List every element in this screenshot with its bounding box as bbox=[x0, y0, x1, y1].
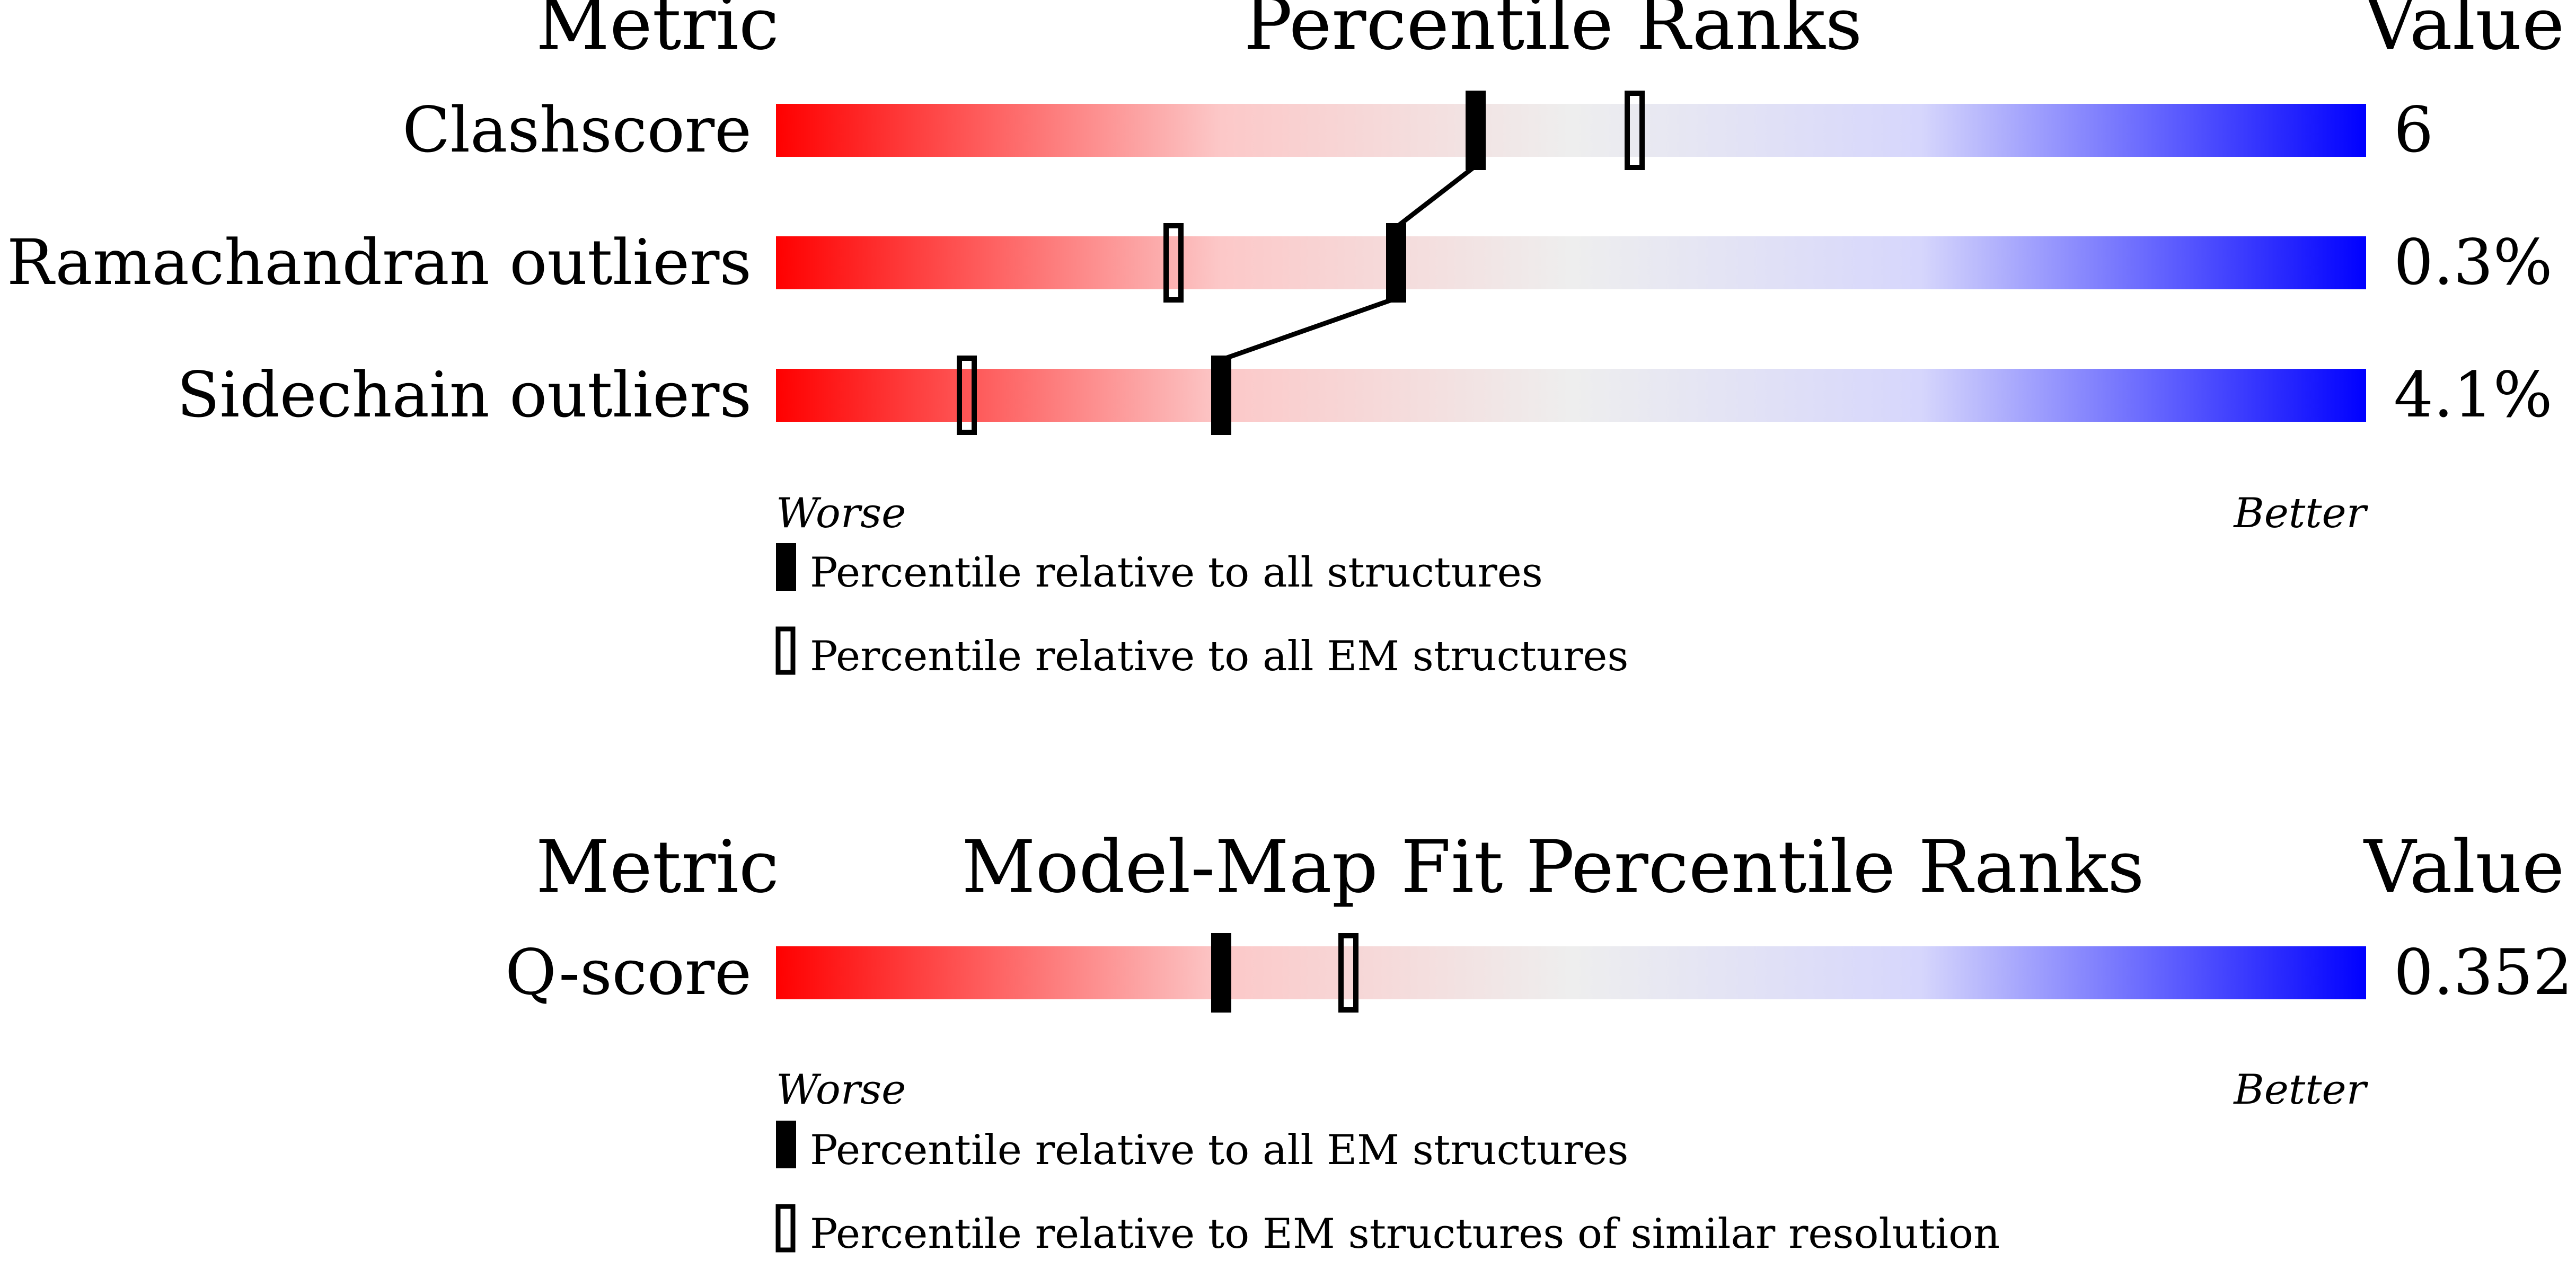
metric-row: Ramachandran outliers 0.3% bbox=[7, 223, 2553, 303]
open-percentile-marker bbox=[1338, 933, 1358, 1013]
panel-model-map-fit: Metric Model-Map Fit Percentile Ranks Valu… bbox=[505, 826, 2573, 1258]
legend-open-marker bbox=[775, 1204, 796, 1253]
panel-validation: Metric Percentile Ranks Value Clashscore 6 Ra… bbox=[7, 0, 2565, 680]
filled-percentile-marker bbox=[1211, 933, 1231, 1013]
metric-row: Q-score 0.352 bbox=[505, 933, 2573, 1013]
filled-percentile-marker bbox=[1386, 223, 1406, 303]
open-percentile-marker bbox=[1163, 223, 1184, 303]
header-metric: Metric bbox=[536, 826, 779, 909]
legend-item: Percentile relative to all EM structures bbox=[775, 626, 1628, 680]
percentile-bar bbox=[776, 369, 2366, 422]
better-label: Better bbox=[2233, 490, 2368, 537]
metric-label: Q-score bbox=[505, 936, 752, 1009]
connector-line bbox=[1220, 296, 1397, 362]
filled-percentile-marker bbox=[1466, 91, 1486, 170]
filled-percentile-marker bbox=[1211, 356, 1231, 435]
legend-label: Percentile relative to all EM structures bbox=[810, 1126, 1628, 1174]
header-value: Value bbox=[2363, 0, 2564, 66]
percentile-bar bbox=[776, 946, 2366, 999]
percentile-bar bbox=[776, 236, 2366, 289]
metric-label: Ramachandran outliers bbox=[7, 226, 752, 299]
legend-item: Percentile relative to all structures bbox=[776, 543, 1543, 597]
metric-value: 6 bbox=[2394, 93, 2433, 166]
open-percentile-marker bbox=[1625, 91, 1645, 170]
chart-panels: Metric Percentile Ranks Value Clashscore 6 Ra… bbox=[7, 0, 2573, 1258]
legend-label: Percentile relative to EM structures of … bbox=[810, 1210, 2000, 1258]
legend-label: Percentile relative to all EM structures bbox=[810, 633, 1628, 680]
legend-filled-marker bbox=[776, 1121, 796, 1168]
metric-label: Sidechain outliers bbox=[177, 358, 752, 431]
legend-item: Percentile relative to all EM structures bbox=[776, 1121, 1628, 1174]
percentile-bar bbox=[776, 104, 2366, 157]
metric-value: 0.352 bbox=[2394, 936, 2573, 1009]
header-title: Model-Map Fit Percentile Ranks bbox=[961, 826, 2144, 909]
worse-label: Worse bbox=[776, 1066, 906, 1114]
metric-row: Sidechain outliers 4.1% bbox=[177, 356, 2553, 435]
worse-label: Worse bbox=[776, 490, 906, 537]
better-label: Better bbox=[2233, 1066, 2368, 1114]
header-metric: Metric bbox=[536, 0, 779, 66]
legend-filled-marker bbox=[776, 543, 796, 591]
open-percentile-marker bbox=[957, 356, 977, 435]
header-value: Value bbox=[2363, 826, 2564, 909]
connector-line bbox=[1395, 164, 1477, 229]
legend-label: Percentile relative to all structures bbox=[810, 549, 1543, 597]
metric-value: 0.3% bbox=[2394, 226, 2553, 299]
legend-item: Percentile relative to EM structures of … bbox=[775, 1204, 2000, 1258]
metric-value: 4.1% bbox=[2394, 358, 2553, 431]
metric-label: Clashscore bbox=[402, 93, 752, 166]
metric-row: Clashscore 6 bbox=[402, 91, 2433, 170]
legend-open-marker bbox=[775, 626, 796, 675]
header-title: Percentile Ranks bbox=[1244, 0, 1863, 66]
